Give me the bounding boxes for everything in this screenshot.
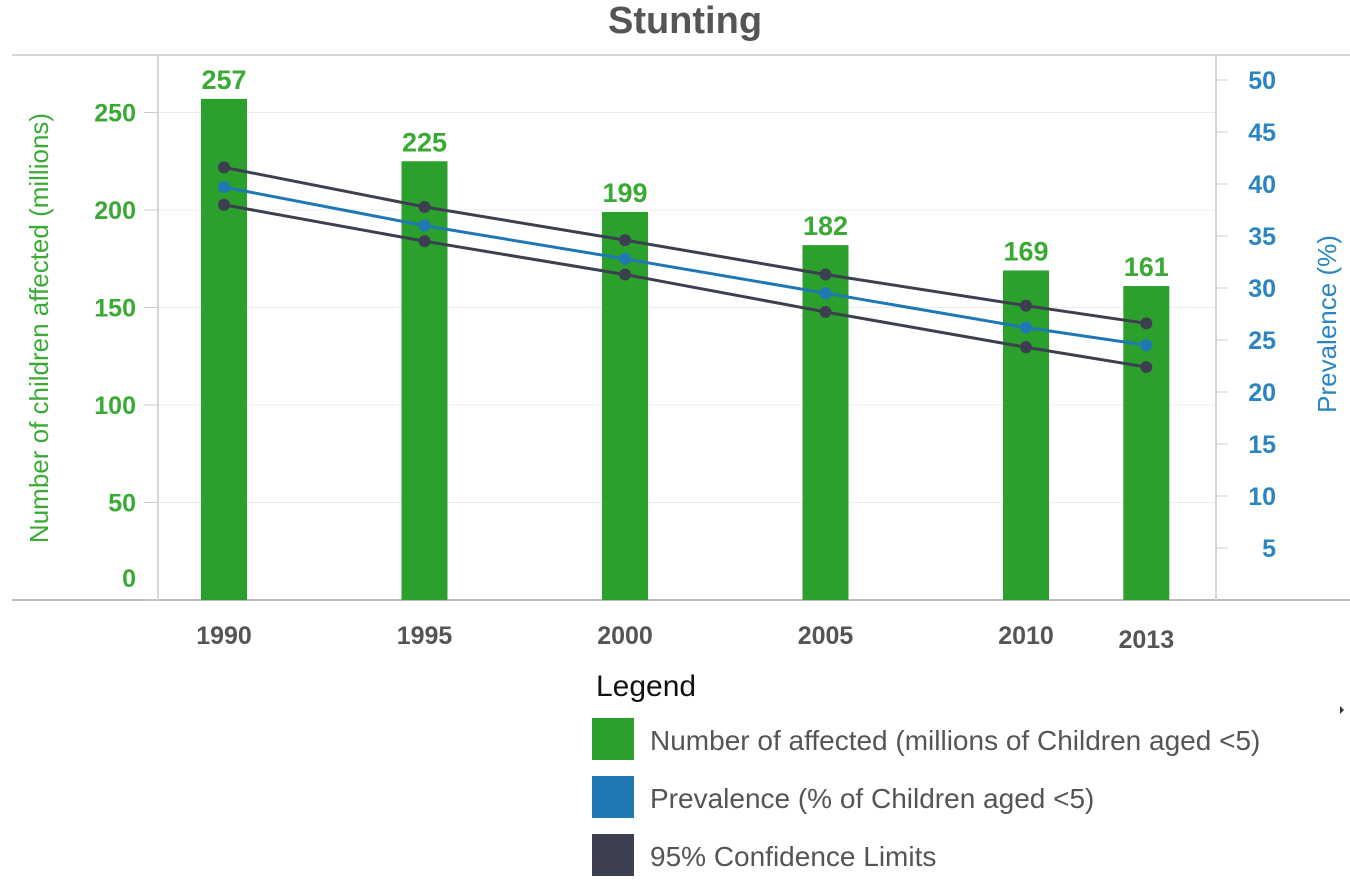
bar: [802, 245, 849, 600]
x-tick-label: 1990: [196, 622, 252, 650]
x-axis-ticks: 1990 1995 2000 2005 2010 2013: [196, 622, 1174, 654]
right-tick-label: 30: [1248, 275, 1276, 303]
legend-item-label: Number of affected (millions of Children…: [650, 725, 1260, 756]
right-tick-label: 25: [1248, 327, 1276, 355]
y-axis-label-left: Number of children affected (millions): [24, 113, 54, 543]
bar: [401, 161, 448, 600]
ci-lower-line-point: [1140, 361, 1153, 374]
x-tick-label: 2010: [998, 622, 1054, 650]
right-tick-label: 5: [1262, 535, 1276, 563]
gridlines: [158, 112, 1216, 503]
right-tick-label: 45: [1248, 119, 1276, 147]
bar-value-label: 182: [803, 211, 848, 241]
ci-lower-line-point: [418, 235, 431, 248]
legend-item-label: 95% Confidence Limits: [650, 841, 936, 872]
ci-upper-line-point: [619, 234, 631, 247]
ci-lower-line-point: [1020, 341, 1032, 354]
right-tick-label: 15: [1248, 431, 1276, 459]
ci-lower-line-point: [218, 198, 230, 211]
ci-lower-line: [223, 203, 1147, 369]
chart-title: Stunting: [608, 0, 762, 42]
bar: [1123, 286, 1170, 600]
left-tick-label: 0: [122, 565, 136, 593]
small-arrow-icon: [1340, 706, 1344, 714]
x-tick-label: 2013: [1118, 626, 1174, 654]
bar-value-label: 257: [201, 65, 246, 95]
legend-swatch: [592, 834, 634, 876]
x-tick-label: 2000: [597, 622, 653, 650]
bar: [201, 98, 247, 600]
prevalence-line-point: [619, 252, 631, 265]
x-tick-label: 2005: [798, 622, 854, 650]
left-tick-label: 200: [94, 197, 136, 225]
ci-upper-line-point: [218, 161, 230, 174]
left-tick-label: 50: [108, 490, 136, 518]
ci-lower-line-point: [619, 268, 631, 281]
left-tick-label: 250: [94, 100, 136, 128]
line-series: [218, 161, 1153, 374]
prevalence-line-point: [819, 287, 832, 300]
right-axis-ticks: 5 10 15 20 25 30 35 40 45 50: [1216, 67, 1276, 563]
legend: Legend Number of affected (millions of C…: [592, 670, 1344, 876]
left-tick-label: 100: [94, 392, 136, 420]
right-tick-label: 10: [1248, 483, 1276, 511]
x-tick-label: 1995: [397, 622, 453, 650]
right-tick-label: 40: [1248, 171, 1276, 199]
ci-upper-line-point: [1140, 317, 1153, 330]
right-tick-label: 20: [1248, 379, 1276, 407]
legend-title: Legend: [596, 670, 696, 703]
right-tick-label: 50: [1248, 67, 1276, 95]
ci-upper-line-point: [819, 268, 832, 281]
bar-value-label: 161: [1124, 252, 1169, 282]
prevalence-line-point: [1020, 321, 1032, 334]
left-tick-label: 150: [94, 295, 136, 323]
legend-swatch: [592, 718, 634, 760]
prevalence-line-point: [218, 181, 230, 194]
bar-value-label: 225: [402, 127, 447, 157]
y-axis-label-right: Prevalence (%): [1312, 235, 1342, 413]
prevalence-line: [223, 185, 1147, 347]
bar-value-label: 199: [602, 178, 647, 208]
prevalence-line-point: [418, 219, 431, 232]
ci-upper-line-point: [418, 200, 431, 213]
prevalence-line-point: [1140, 339, 1153, 352]
left-axis-ticks: 0 50 100 150 200 250: [94, 100, 158, 601]
ci-lower-line-point: [819, 305, 832, 318]
ci-upper-line-point: [1020, 299, 1032, 312]
bar-value-label: 169: [1003, 236, 1048, 266]
bar: [1003, 270, 1049, 600]
legend-item-label: Prevalence (% of Children aged <5): [650, 783, 1094, 814]
right-tick-label: 35: [1248, 223, 1276, 251]
ci-upper-line: [223, 165, 1147, 325]
legend-swatch: [592, 776, 634, 818]
